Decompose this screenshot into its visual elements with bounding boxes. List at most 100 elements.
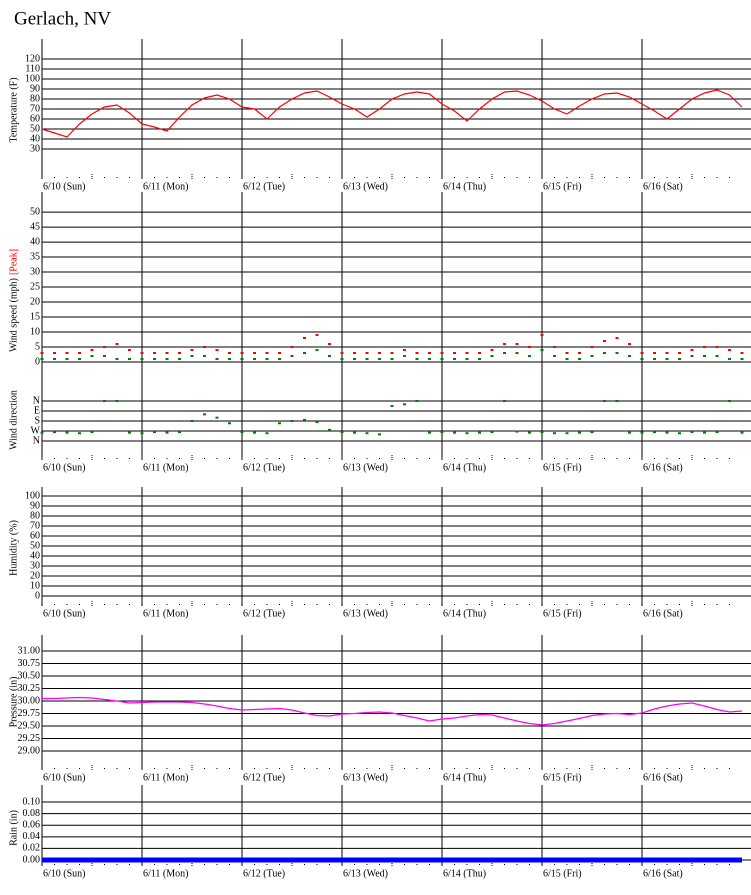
x-tick-label: 6/14 (Thu) <box>443 868 486 879</box>
y-tick-label: 80 <box>30 93 40 104</box>
x-tick-label: 6/12 (Tue) <box>243 462 285 473</box>
x-tick-label: 6/11 (Mon) <box>143 181 188 192</box>
data-point <box>65 358 69 361</box>
data-point <box>728 358 731 361</box>
data-point <box>253 358 256 361</box>
y-tick-label: 20 <box>30 296 40 307</box>
y-tick-label: 30 <box>30 143 40 154</box>
y-tick-label: 50 <box>30 540 40 551</box>
data-point <box>515 343 519 346</box>
x-tick-label: 6/13 (Wed) <box>343 608 388 619</box>
y-axis-label: Pressure (in) <box>8 677 19 728</box>
data-point <box>215 349 219 352</box>
data-point <box>703 431 706 434</box>
data-point <box>703 346 706 349</box>
y-tick-label: 50 <box>30 123 40 134</box>
data-point <box>265 432 269 435</box>
data-point <box>240 358 244 361</box>
data-point <box>553 355 556 358</box>
data-point <box>665 352 669 355</box>
y-tick-label: 80 <box>30 510 40 521</box>
data-point <box>678 352 681 355</box>
y-axis-label: Wind direction <box>8 390 19 450</box>
data-point <box>103 346 106 349</box>
x-tick-label: 6/11 (Mon) <box>143 772 188 783</box>
data-point <box>390 405 394 407</box>
x-tick-label: 6/13 (Wed) <box>343 462 388 473</box>
data-point <box>290 355 294 358</box>
data-point <box>603 352 606 355</box>
y-tick-label: 20 <box>30 570 40 581</box>
data-point <box>340 431 344 434</box>
y-axis-label: Humidity (%) <box>8 520 19 576</box>
data-point <box>65 431 69 434</box>
data-point <box>128 431 131 434</box>
data-point <box>140 432 144 435</box>
data-point <box>178 431 181 434</box>
y-tick-label: 0.00 <box>23 854 41 865</box>
data-point <box>140 352 144 355</box>
data-point <box>653 431 656 434</box>
data-point <box>490 431 494 434</box>
y-tick-label: E <box>34 405 40 416</box>
data-point <box>353 358 356 361</box>
data-point <box>140 358 144 361</box>
y-tick-label: 70 <box>30 103 40 114</box>
data-point <box>740 358 744 361</box>
data-point <box>40 352 44 355</box>
data-point <box>528 431 531 434</box>
data-point <box>553 432 556 435</box>
data-point <box>428 352 431 355</box>
data-point <box>590 431 594 434</box>
y-tick-label: 0.06 <box>23 820 41 831</box>
data-point <box>415 358 419 361</box>
data-point <box>715 355 719 358</box>
data-point <box>165 431 169 434</box>
data-point <box>578 431 581 434</box>
data-point <box>590 346 594 349</box>
data-point <box>515 430 519 433</box>
data-point <box>353 431 356 434</box>
y-tick-label: 10 <box>30 580 40 591</box>
data-point <box>215 416 219 419</box>
data-point <box>153 431 156 434</box>
y-tick-label: 90 <box>30 83 40 94</box>
data-point <box>378 358 381 361</box>
data-point <box>328 428 331 431</box>
data-point <box>178 358 181 361</box>
data-point <box>203 346 206 349</box>
x-tick-label: 6/10 (Sun) <box>43 772 86 783</box>
y-tick-label: 70 <box>30 520 40 531</box>
data-point <box>503 343 506 346</box>
y-tick-label: 120 <box>25 53 40 64</box>
data-point <box>653 352 656 355</box>
data-point <box>190 420 194 422</box>
y-tick-label: 0.02 <box>23 843 41 854</box>
data-point <box>365 358 369 361</box>
data-point <box>290 420 294 422</box>
x-tick-label: 6/12 (Tue) <box>243 772 285 783</box>
data-point <box>690 349 694 352</box>
y-tick-label: N <box>33 395 40 406</box>
data-point <box>440 431 444 434</box>
data-point <box>78 352 81 355</box>
data-point <box>128 358 131 361</box>
data-point <box>465 358 469 361</box>
data-line <box>42 696 743 726</box>
data-point <box>603 400 606 402</box>
data-point <box>90 355 94 358</box>
x-tick-label: 6/10 (Sun) <box>43 608 86 619</box>
data-point <box>615 337 619 340</box>
legend-label: [Peak] <box>8 249 19 275</box>
data-point <box>628 431 631 434</box>
x-tick-label: 6/16 (Sat) <box>643 608 683 619</box>
data-point <box>365 352 369 355</box>
data-point <box>165 358 169 361</box>
data-point <box>265 358 269 361</box>
x-tick-label: 6/15 (Fri) <box>543 181 582 192</box>
y-tick-label: 30.00 <box>18 695 41 706</box>
y-tick-label: 30.75 <box>18 658 41 669</box>
data-point <box>640 352 644 355</box>
data-point <box>478 358 481 361</box>
